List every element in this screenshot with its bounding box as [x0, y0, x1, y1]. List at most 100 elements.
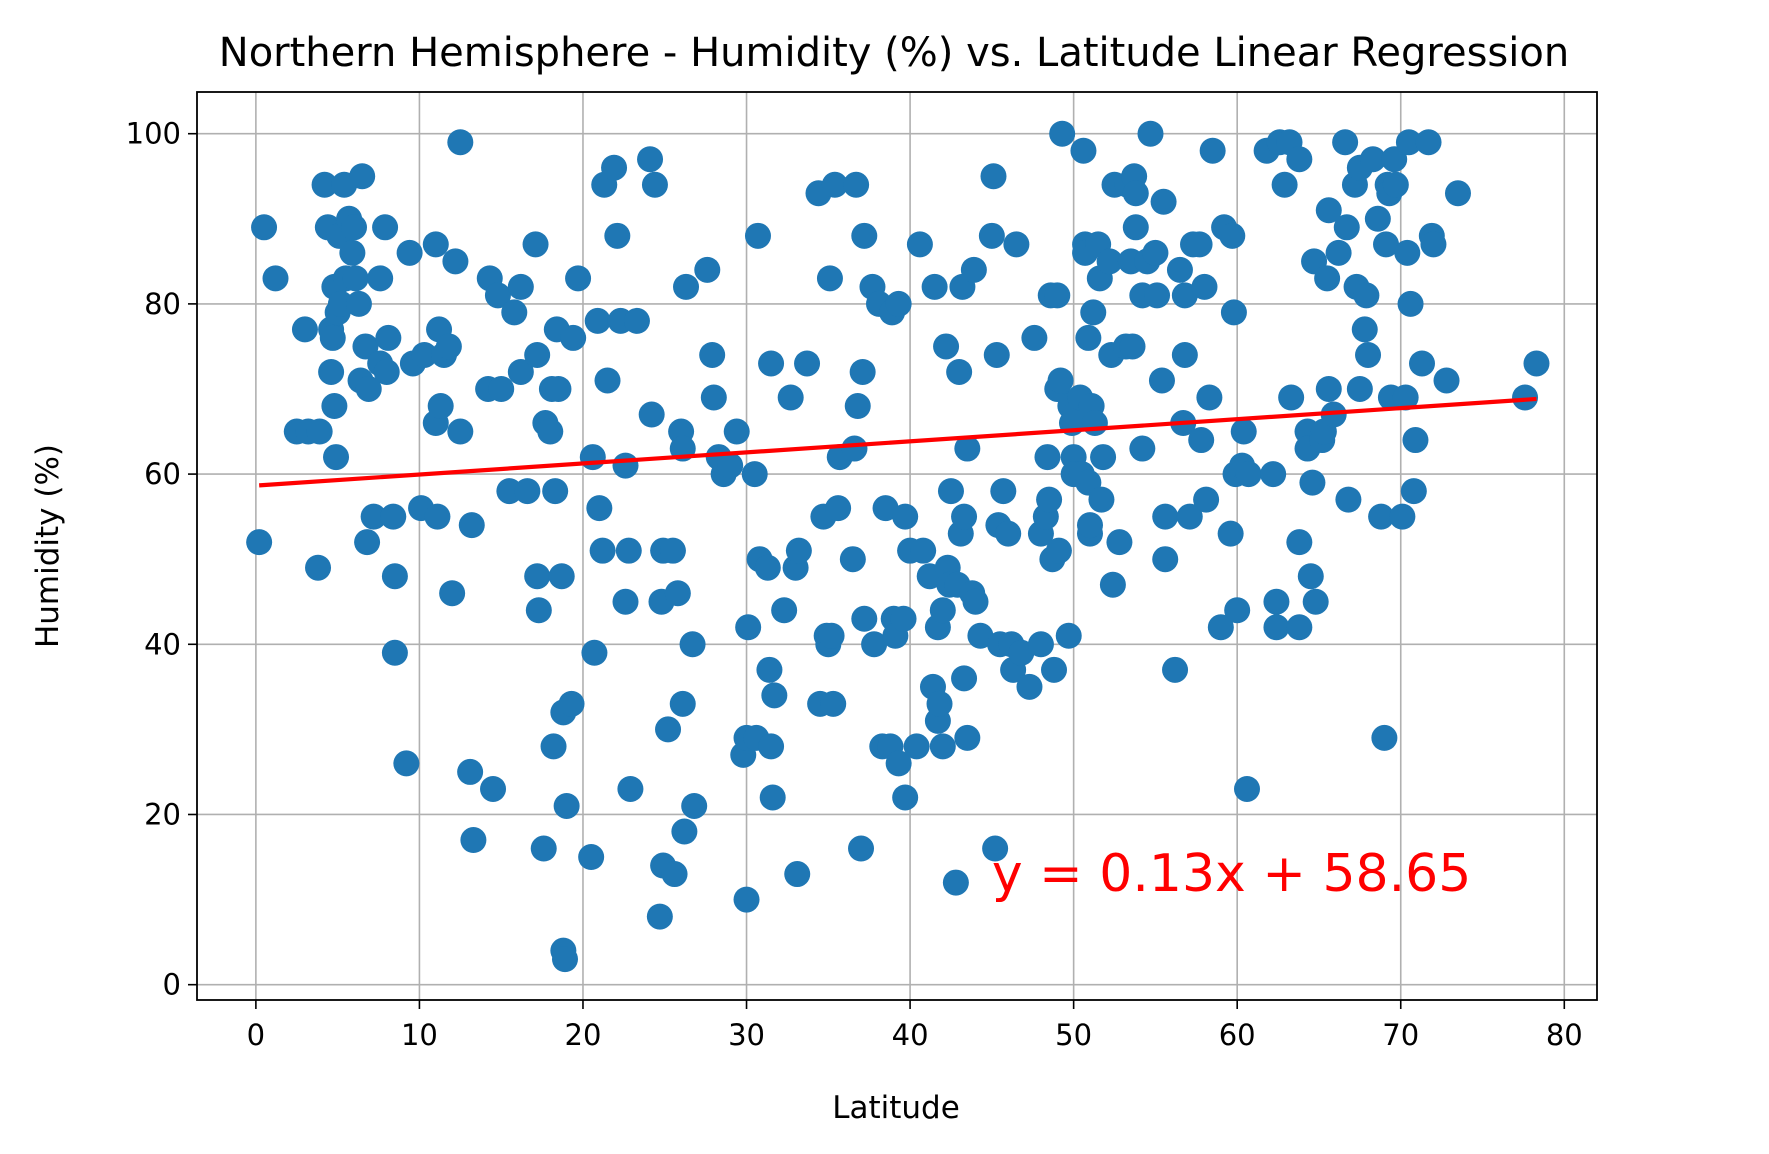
scatter-point: [1129, 435, 1156, 462]
scatter-point: [980, 163, 1007, 190]
scatter-point: [321, 393, 348, 420]
scatter-point: [849, 358, 876, 385]
scatter-point: [1523, 350, 1550, 377]
scatter-point: [1041, 656, 1068, 683]
scatter-point: [305, 554, 332, 581]
scatter-point: [933, 333, 960, 360]
scatter-point: [681, 792, 708, 819]
scatter-point: [525, 597, 552, 624]
scatter-point: [1148, 367, 1175, 394]
scatter-point: [460, 827, 487, 854]
scatter-point: [638, 401, 665, 428]
scatter-point: [1299, 469, 1326, 496]
scatter-point: [1144, 282, 1171, 309]
scatter-point: [457, 758, 484, 785]
scatter-point: [318, 358, 345, 385]
scatter-point: [637, 146, 664, 173]
plot-frame: [196, 91, 1598, 1001]
scatter-point: [1263, 588, 1290, 615]
scatter-point: [820, 690, 847, 717]
scatter-point: [323, 444, 350, 471]
scatter-point: [1394, 239, 1421, 266]
scatter-point: [1315, 197, 1342, 224]
scatter-point: [885, 290, 912, 317]
scatter-point: [540, 733, 567, 760]
scatter-point: [664, 580, 691, 607]
scatter-point: [679, 631, 706, 658]
scatter-point: [514, 478, 541, 505]
scatter-point: [380, 503, 407, 530]
scatter-point: [1188, 427, 1215, 454]
scatter-point: [1332, 129, 1359, 156]
scatter-point: [524, 563, 551, 590]
scatter-point: [1325, 239, 1352, 266]
scatter-point: [1512, 384, 1539, 411]
scatter-point: [530, 835, 557, 862]
scatter-point: [355, 375, 382, 402]
scatter-point: [962, 588, 989, 615]
scatter-point: [251, 214, 278, 241]
scatter-point: [1044, 282, 1071, 309]
scatter-point: [1075, 324, 1102, 351]
scatter-point: [825, 495, 852, 522]
scatter-point: [1142, 239, 1169, 266]
scatter-point: [995, 520, 1022, 547]
scatter-point: [1368, 503, 1395, 530]
scatter-point: [673, 273, 700, 300]
scatter-point: [1346, 375, 1373, 402]
x-tick-label: 20: [565, 1018, 602, 1052]
scatter-point: [1162, 656, 1189, 683]
scatter-point: [1402, 427, 1429, 454]
scatter-point: [1081, 410, 1108, 437]
x-tick-label: 80: [1546, 1018, 1583, 1052]
scatter-point: [1096, 248, 1123, 275]
scatter-point: [1088, 486, 1115, 513]
y-tick-label: 60: [144, 457, 181, 491]
scatter-point: [1186, 231, 1213, 258]
scatter-point: [522, 231, 549, 258]
scatter-point: [548, 563, 575, 590]
scatter-point: [694, 256, 721, 283]
scatter-point: [439, 580, 466, 607]
scatter-point: [669, 690, 696, 717]
scatter-point: [1230, 418, 1257, 445]
scatter-point: [954, 724, 981, 751]
scatter-point: [601, 154, 628, 181]
scatter-point: [1335, 486, 1362, 513]
scatter-point: [1389, 503, 1416, 530]
scatter-point: [1034, 444, 1061, 471]
scatter-point: [589, 537, 616, 564]
chart-title: Northern Hemisphere - Humidity (%) vs. L…: [219, 30, 1569, 76]
scatter-point: [367, 265, 394, 292]
scatter-point: [735, 614, 762, 641]
scatter-point: [360, 503, 387, 530]
scatter-point: [982, 835, 1009, 862]
scatter-point: [1199, 137, 1226, 164]
scatter-point: [1008, 639, 1035, 666]
scatter-point: [604, 222, 631, 249]
scatter-point: [1382, 171, 1409, 198]
scatter-point: [844, 393, 871, 420]
scatter-point: [1080, 299, 1107, 326]
scatter-point: [816, 265, 843, 292]
scatter-point: [942, 869, 969, 896]
scatter-point: [1333, 214, 1360, 241]
scatter-point: [771, 597, 798, 624]
regression-line: [259, 396, 1537, 488]
scatter-point: [903, 733, 930, 760]
scatter-point: [851, 222, 878, 249]
scatter-point: [1152, 503, 1179, 530]
scatter-point: [553, 792, 580, 819]
scatter-point: [373, 358, 400, 385]
scatter-point: [699, 341, 726, 368]
scatter-point: [1171, 282, 1198, 309]
scatter-point: [1314, 265, 1341, 292]
scatter-point: [551, 946, 578, 973]
axis-ticks: 0 10 20 30 40 50 60 70 80 0 20 40 60 80 100: [126, 117, 1583, 1052]
scatter-point: [435, 333, 462, 360]
scatter-point: [1297, 563, 1324, 590]
scatter-point: [821, 171, 848, 198]
scatter-point: [951, 665, 978, 692]
scatter-point: [906, 231, 933, 258]
scatter-point: [1171, 341, 1198, 368]
